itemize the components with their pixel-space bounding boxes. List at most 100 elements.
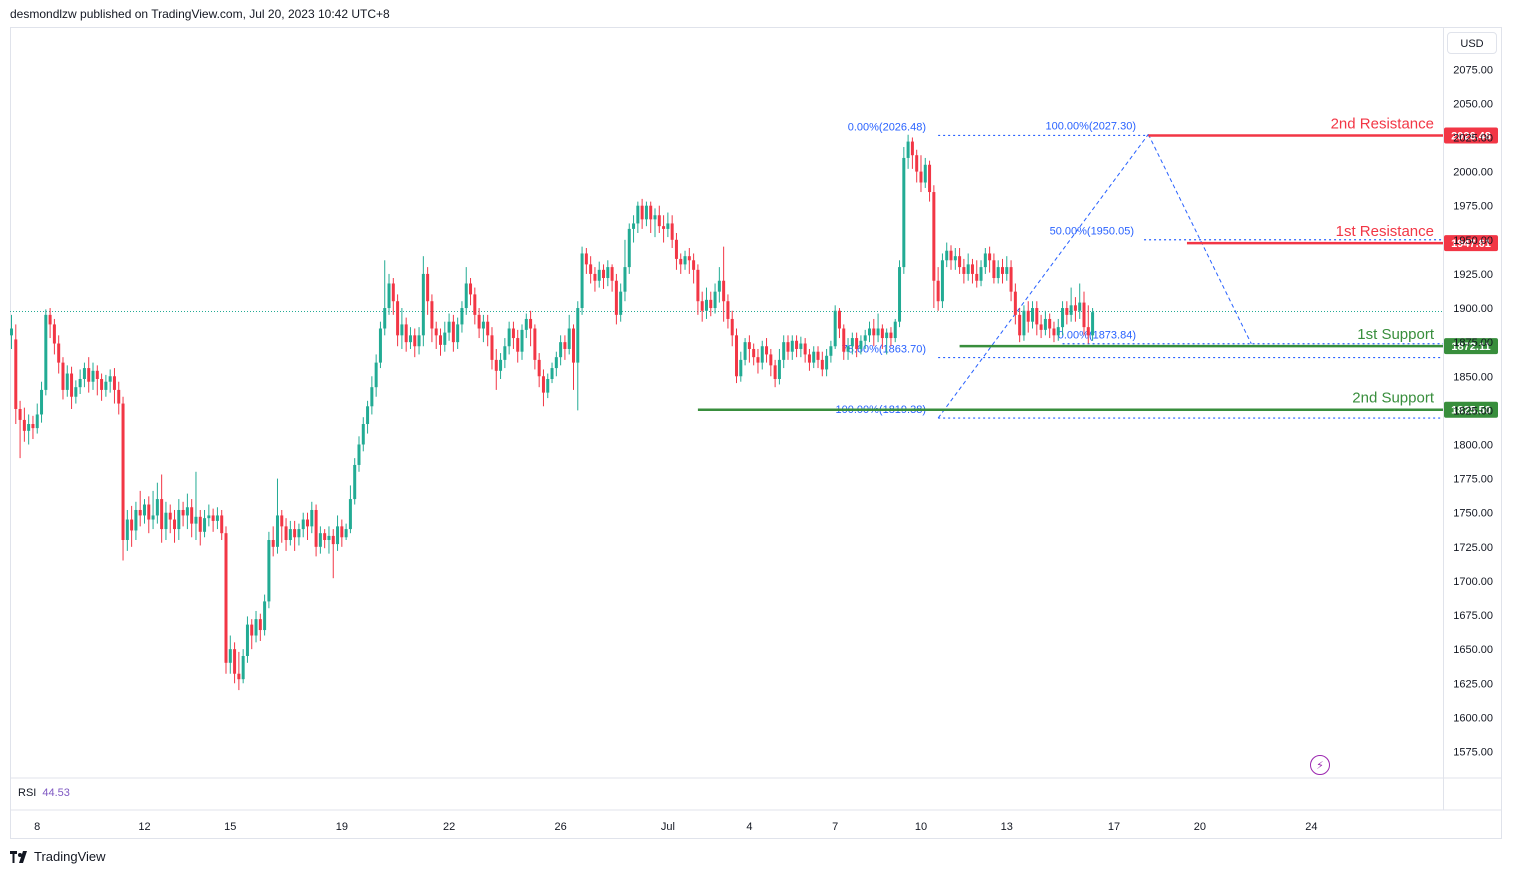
level-price-badge <box>1444 338 1498 355</box>
candle <box>31 415 35 440</box>
candle <box>177 499 181 541</box>
candle-body <box>340 526 344 538</box>
candle <box>614 273 618 325</box>
candle <box>516 329 520 363</box>
candle-body <box>1065 308 1069 315</box>
candle-body <box>945 250 949 261</box>
candle-body <box>880 328 884 339</box>
candle-body <box>563 342 567 349</box>
candle <box>447 313 451 341</box>
price-axis: 2075.00 2050.00 2025.00 2000.00 1975.00 1950.… <box>1453 64 1493 758</box>
candle <box>130 505 134 547</box>
candle <box>370 376 374 415</box>
lightning-bolt-icon[interactable]: ⚡ <box>1310 755 1330 775</box>
candle <box>803 338 807 363</box>
candle-body <box>374 362 378 388</box>
candle-body <box>434 328 438 336</box>
candle-body <box>1039 324 1043 330</box>
candle <box>674 232 678 270</box>
candle-body <box>567 328 571 349</box>
candle <box>439 328 442 356</box>
rsi-indicator-label[interactable]: RSI 44.53 <box>18 787 70 799</box>
candle <box>387 273 391 315</box>
candle <box>275 478 279 554</box>
candle <box>44 309 48 396</box>
candle-body <box>962 267 966 274</box>
candle <box>404 317 408 352</box>
candle-body <box>524 318 528 330</box>
candle <box>623 239 627 302</box>
candle <box>112 368 116 404</box>
candle-body <box>258 619 262 631</box>
time-tick-label: 4 <box>746 821 752 833</box>
candle-body <box>490 335 494 360</box>
candle <box>550 362 554 384</box>
candle <box>241 649 245 684</box>
candle-body <box>670 223 674 240</box>
candle <box>812 346 816 369</box>
candle <box>988 246 992 273</box>
level-price-badge <box>1444 127 1498 144</box>
candle <box>644 201 648 227</box>
candle <box>868 321 871 343</box>
candle-body <box>95 370 99 379</box>
candle <box>1035 301 1039 336</box>
candle <box>396 294 400 347</box>
candle <box>966 253 970 281</box>
candle <box>820 351 824 377</box>
candle <box>499 353 503 379</box>
candle <box>975 260 979 288</box>
candle-body <box>61 362 65 390</box>
candle-body <box>35 414 39 429</box>
candle-body <box>816 351 820 360</box>
time-tick-label: 19 <box>336 821 348 833</box>
candle <box>876 313 880 343</box>
candle-body <box>837 310 841 329</box>
candle-body <box>1009 267 1013 292</box>
candle <box>1043 310 1047 336</box>
candle-body <box>662 226 666 229</box>
time-axis: 8 12 15 19 22 26 Jul 4 7 10 13 17 20 24 <box>34 821 1317 833</box>
candle-body <box>799 343 803 349</box>
candle-body <box>353 464 357 500</box>
candle <box>962 258 966 284</box>
candle <box>250 619 254 650</box>
candle-body <box>220 515 224 534</box>
candle <box>181 501 185 527</box>
candle-body <box>644 205 648 220</box>
candle <box>932 185 936 309</box>
fib-label: 50.00%(1950.05) <box>1050 226 1134 238</box>
candle-body <box>215 515 219 521</box>
candle-body <box>730 318 734 336</box>
candle-body <box>769 354 773 366</box>
candle-body <box>765 346 769 355</box>
candle-body <box>408 335 412 343</box>
candle-body <box>855 338 859 349</box>
candle-body <box>250 624 254 636</box>
candle-body <box>314 509 318 547</box>
candle <box>1009 260 1013 302</box>
candle-body <box>173 519 177 530</box>
level-price-badge <box>1444 235 1498 252</box>
candle-body <box>537 359 541 377</box>
candle-body <box>1026 310 1030 322</box>
candle-body <box>593 273 597 281</box>
currency-button[interactable]: USD <box>1447 32 1497 54</box>
candle <box>288 520 292 546</box>
candle-body <box>267 540 271 602</box>
candle <box>1022 305 1026 341</box>
time-tick-label: 26 <box>554 821 566 833</box>
candle <box>597 261 601 288</box>
candle-body <box>893 321 897 339</box>
candle <box>657 205 661 233</box>
price-tick-label: 2000.00 <box>1453 167 1493 179</box>
level-price-text: 1825.50 <box>1451 405 1491 417</box>
candle <box>520 324 524 360</box>
candle <box>632 215 636 243</box>
candle <box>198 509 202 546</box>
tradingview-logo[interactable]: TradingView <box>10 849 106 864</box>
candle-body <box>739 359 743 377</box>
candle <box>640 198 644 229</box>
candle-body <box>550 368 554 379</box>
